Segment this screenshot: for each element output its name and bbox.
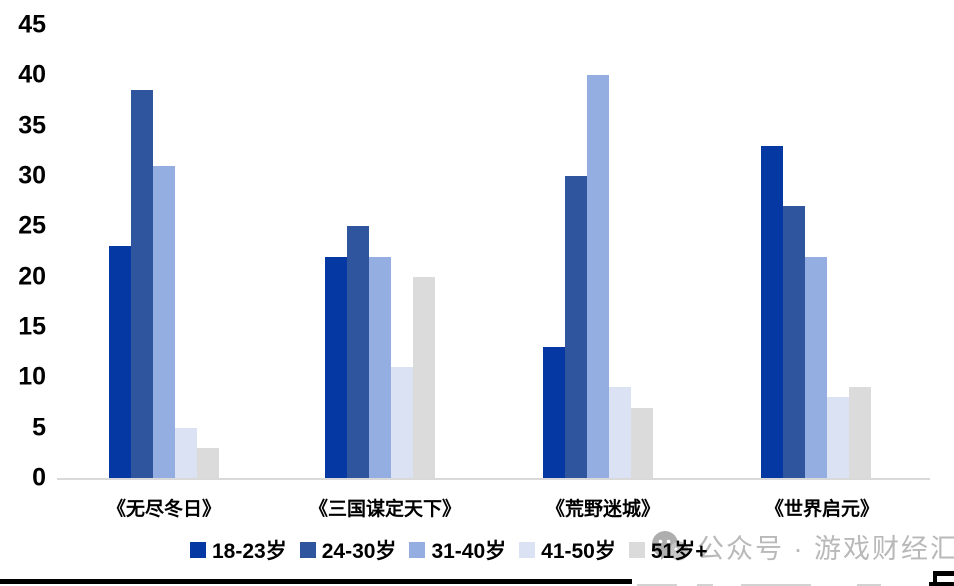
y-tick-label: 10: [18, 362, 46, 391]
legend: 18-23岁 24-30岁 31-40岁 41-50岁 51岁+: [190, 535, 708, 565]
y-tick-label: 35: [18, 111, 46, 140]
bar: [761, 145, 783, 478]
bottom-border-corner-v: [933, 571, 937, 584]
watermark: 公众号 · 游戏财经汇: [651, 527, 954, 566]
legend-item: 24-30岁: [299, 535, 397, 565]
bar: [413, 276, 435, 478]
bar: [587, 75, 609, 478]
bottom-dash: [741, 584, 811, 586]
legend-swatch: [190, 542, 206, 558]
bar: [369, 256, 391, 478]
legend-swatch: [519, 542, 536, 558]
bottom-border-corner-h: [933, 571, 954, 576]
y-tick-label: 30: [18, 161, 46, 190]
bar: [783, 206, 805, 478]
legend-item: 31-40岁: [409, 535, 506, 565]
legend-item: 51岁+: [628, 535, 708, 565]
bottom-dash: [637, 584, 677, 586]
bottom-border-right: [929, 582, 954, 586]
bar: [325, 256, 347, 478]
legend-label: 18-23岁: [212, 540, 287, 563]
legend-swatch: [409, 542, 426, 558]
bar-group: [543, 75, 653, 478]
bar-group: [325, 226, 435, 478]
x-category-label: 《世界启元》: [764, 499, 880, 520]
bar: [109, 246, 131, 478]
x-axis-line: [57, 478, 930, 480]
bar: [197, 447, 219, 478]
bar: [849, 387, 871, 478]
y-tick-label: 25: [18, 211, 46, 240]
bottom-border-left: [0, 579, 632, 584]
y-tick-label: 0: [32, 463, 46, 492]
y-tick-label: 20: [18, 262, 46, 291]
bottom-dash: [697, 584, 713, 586]
legend-label: 31-40岁: [431, 540, 507, 563]
wechat-icon: [651, 530, 689, 564]
y-tick-label: 40: [18, 60, 46, 89]
bar: [391, 367, 413, 478]
bar: [609, 387, 631, 478]
bar: [827, 397, 849, 478]
bar: [543, 347, 565, 478]
bar: [631, 407, 653, 478]
legend-swatch: [299, 542, 316, 558]
bar: [805, 256, 827, 478]
watermark-text: 公众号 · 游戏财经汇: [697, 534, 954, 564]
legend-item: 41-50岁: [519, 535, 616, 565]
legend-item: 18-23岁: [190, 535, 287, 565]
x-category-label: 《无尽冬日》: [106, 499, 222, 520]
bar: [131, 90, 153, 478]
bar: [175, 427, 197, 478]
y-tick-label: 45: [18, 10, 46, 39]
bar-group: [109, 90, 219, 478]
bar: [153, 165, 175, 478]
bottom-dash: [857, 584, 881, 586]
legend-label: 24-30岁: [321, 540, 397, 563]
legend-label: 41-50岁: [541, 540, 616, 563]
y-tick-label: 15: [18, 312, 46, 341]
bar: [347, 226, 369, 478]
legend-label: 51岁+: [650, 540, 708, 563]
bar-group: [761, 145, 871, 478]
bar: [565, 176, 587, 478]
x-category-label: 《三国谋定天下》: [308, 499, 462, 520]
legend-swatch: [628, 542, 645, 558]
y-tick-label: 5: [32, 413, 46, 442]
x-category-label: 《荒野迷城》: [545, 499, 661, 520]
